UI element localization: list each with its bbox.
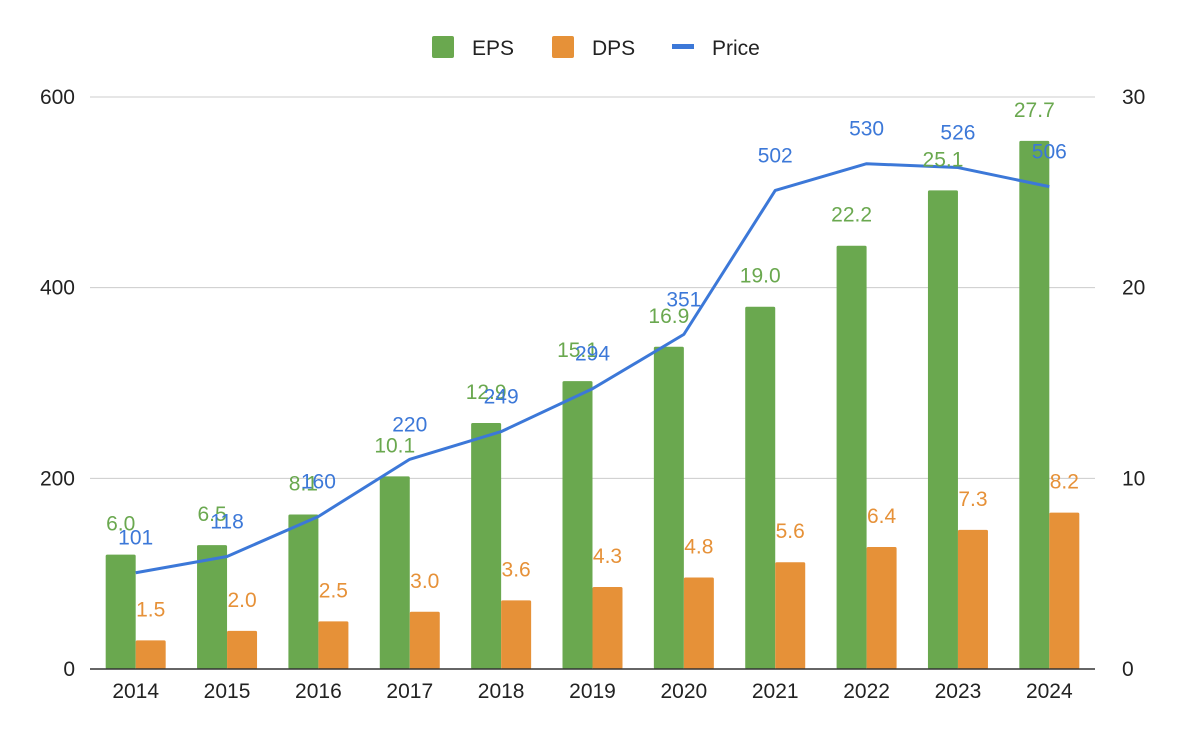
price-data-label: 351 [666, 288, 701, 311]
legend: EPS DPS Price [432, 36, 760, 60]
eps-bar [1019, 140, 1050, 669]
dps-legend-swatch [552, 36, 574, 58]
dps-data-label: 2.0 [227, 589, 256, 612]
left-tick-label: 600 [40, 86, 75, 109]
eps-bar [379, 476, 410, 669]
dps-bar [957, 529, 988, 669]
price-data-label: 502 [758, 144, 793, 167]
eps-data-label: 16.9 [648, 305, 689, 328]
eps-data-label: 12.9 [466, 381, 507, 404]
dps-bar [135, 640, 166, 669]
x-tick-label: 2024 [1026, 680, 1073, 703]
eps-legend-label: EPS [472, 37, 514, 60]
dps-bar [866, 546, 897, 669]
price-data-label: 220 [392, 413, 427, 436]
right-tick-label: 20 [1122, 277, 1145, 300]
eps-data-label: 10.1 [374, 434, 415, 457]
price-data-label: 530 [849, 118, 884, 141]
eps-bar [836, 245, 867, 669]
eps-data-label: 15.1 [557, 339, 598, 362]
dps-data-label: 3.6 [502, 558, 531, 581]
dps-data-label: 8.2 [1050, 471, 1079, 494]
bars [105, 140, 1080, 669]
price-line [135, 162, 1050, 575]
eps-data-label: 6.5 [197, 503, 226, 526]
eps-data-label: 27.7 [1014, 99, 1055, 122]
price-data-label: 294 [575, 343, 610, 366]
dps-data-label: 3.0 [410, 570, 439, 593]
price-legend-label: Price [712, 37, 760, 60]
x-tick-label: 2018 [478, 680, 525, 703]
dps-data-label: 1.5 [136, 598, 165, 621]
data-labels: 6.0 6.5 8.1 10.1 12.9 15.1 16.9 19.0 22.2 25.1 27.… [106, 99, 1079, 622]
x-tick-label: 2023 [935, 680, 982, 703]
dps-data-label: 4.3 [593, 545, 622, 568]
dps-legend-label: DPS [592, 37, 635, 60]
x-tick-label: 2014 [112, 680, 159, 703]
eps-data-label: 22.2 [831, 204, 872, 227]
price-data-label: 101 [118, 527, 153, 550]
x-tick-label: 2019 [569, 680, 616, 703]
price-data-label: 506 [1032, 141, 1067, 164]
price-legend-swatch [672, 44, 694, 49]
dps-data-label: 5.6 [776, 520, 805, 543]
right-tick-label: 30 [1122, 86, 1145, 109]
x-tick-label: 2021 [752, 680, 799, 703]
dps-bar [592, 587, 623, 669]
eps-bar [197, 545, 228, 669]
dps-bar [683, 577, 714, 669]
dps-data-label: 6.4 [867, 505, 897, 528]
eps-legend-swatch [432, 36, 454, 58]
left-tick-label: 400 [40, 277, 75, 300]
eps-data-label: 6.0 [106, 513, 135, 536]
right-tick-label: 0 [1122, 658, 1134, 681]
eps-bar [562, 381, 593, 669]
dps-bar [501, 600, 532, 669]
price-data-label: 249 [484, 386, 519, 409]
eps-bar [653, 346, 684, 669]
price-data-label: 118 [210, 511, 243, 534]
x-tick-label: 2022 [843, 680, 890, 703]
eps-data-label: 8.1 [289, 473, 318, 496]
left-tick-label: 0 [63, 658, 75, 681]
price-data-label: 160 [301, 470, 336, 493]
dps-bar [318, 621, 349, 669]
eps-bar [471, 423, 502, 669]
x-tick-label: 2017 [386, 680, 433, 703]
dps-data-label: 2.5 [319, 579, 348, 602]
dps-bar [227, 630, 258, 669]
dps-data-label: 7.3 [958, 488, 987, 511]
dps-bar [1049, 512, 1080, 669]
price-data-label: 526 [940, 122, 975, 145]
dps-bar [775, 562, 806, 669]
dps-data-label: 4.8 [684, 535, 713, 558]
eps-bar [927, 190, 958, 669]
x-tick-label: 2016 [295, 680, 342, 703]
x-tick-label: 2020 [661, 680, 708, 703]
eps-bar [745, 306, 776, 669]
eps-data-label: 19.0 [740, 265, 781, 288]
price-line-group [135, 162, 1050, 575]
x-tick-label: 2015 [204, 680, 251, 703]
eps-data-label: 25.1 [923, 148, 964, 171]
dps-bar [409, 611, 440, 669]
eps-bar [288, 514, 319, 669]
eps-bar [105, 554, 136, 669]
left-tick-label: 200 [40, 467, 75, 490]
right-tick-label: 10 [1122, 467, 1145, 490]
axes: 0 0 200 10 400 20 600 30 2014 2015 2016 2017 2018 201… [40, 86, 1145, 703]
